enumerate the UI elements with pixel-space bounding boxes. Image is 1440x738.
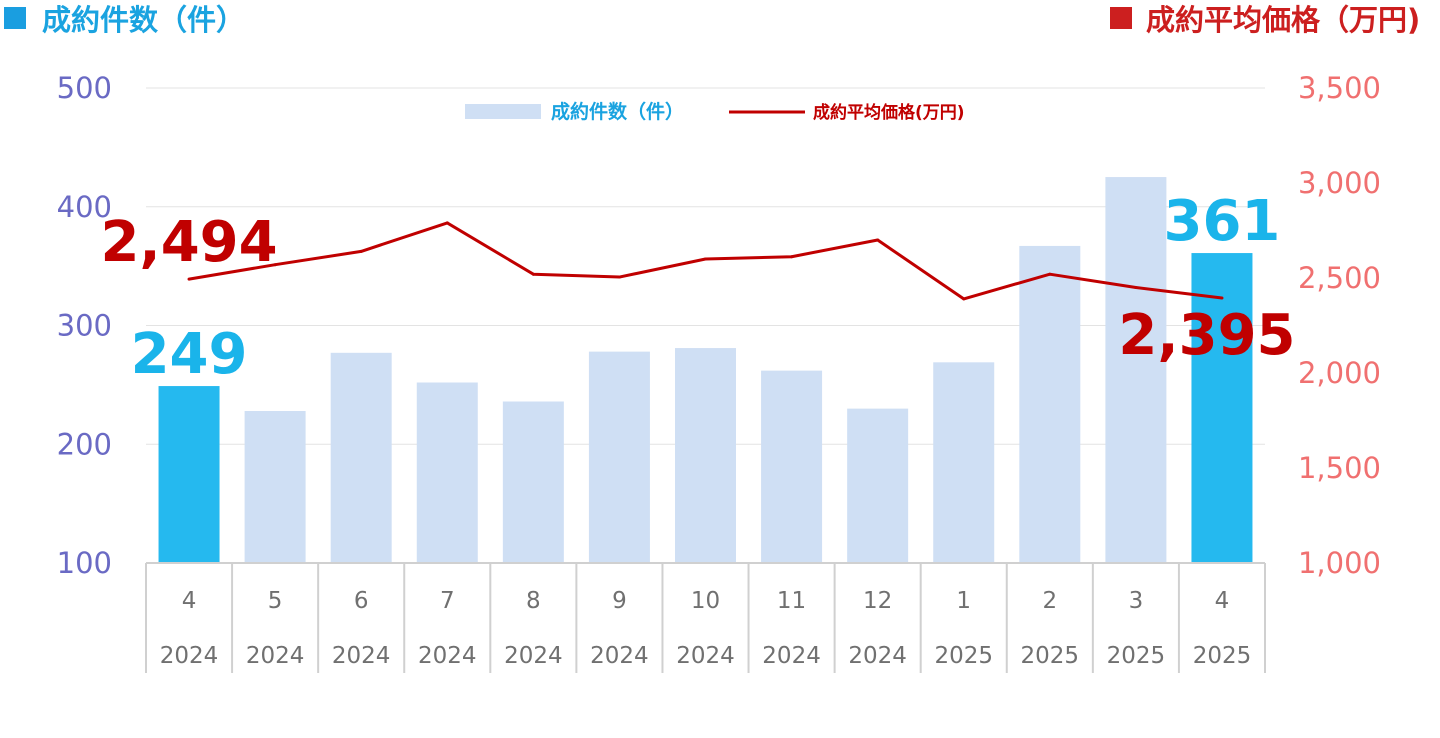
- x-tick-month: 6: [354, 588, 369, 614]
- x-tick-year: 2024: [246, 643, 305, 669]
- x-tick-month: 2: [1042, 588, 1057, 614]
- x-tick-month: 11: [777, 588, 806, 614]
- right-axis-ticks: 1,000 1,500 2,000 2,500 3,000 3,500: [1298, 71, 1381, 580]
- line-point: [359, 249, 363, 253]
- left-tick-label: 300: [57, 309, 112, 343]
- bar: [933, 362, 995, 563]
- bar-series: [158, 177, 1253, 563]
- callouts: 249 361 2,494 2,395: [100, 189, 1295, 387]
- line-point: [617, 275, 621, 279]
- right-tick-label: 1,500: [1298, 451, 1381, 485]
- left-tick-label: 400: [57, 190, 112, 224]
- x-tick-month: 4: [182, 588, 197, 614]
- line-point: [1048, 272, 1052, 276]
- bar: [588, 351, 650, 563]
- bar: [502, 401, 564, 563]
- x-tick-month: 3: [1129, 588, 1144, 614]
- right-tick-label: 1,000: [1298, 546, 1381, 580]
- x-tick-year: 2024: [332, 643, 391, 669]
- line-point: [531, 272, 535, 276]
- right-tick-label: 3,500: [1298, 71, 1381, 105]
- left-axis-title: 成約件数（件）: [42, 3, 245, 37]
- bar: [158, 386, 220, 563]
- x-tick-month: 12: [863, 588, 892, 614]
- right-tick-label: 2,000: [1298, 356, 1381, 390]
- line-point: [273, 263, 277, 267]
- left-tick-label: 500: [57, 71, 112, 105]
- left-tick-label: 200: [57, 427, 112, 461]
- x-tick-year: 2025: [1107, 643, 1166, 669]
- x-tick-year: 2024: [676, 643, 735, 669]
- x-tick-month: 10: [691, 588, 720, 614]
- x-tick-year: 2025: [1193, 643, 1252, 669]
- callout-label: 249: [131, 322, 248, 387]
- x-tick-year: 2024: [504, 643, 563, 669]
- legend-bar-swatch: [465, 104, 541, 119]
- x-tick-year: 2024: [848, 643, 907, 669]
- line-point: [962, 297, 966, 301]
- right-axis-title: 成約平均価格（万円): [1146, 3, 1420, 37]
- left-tick-label: 100: [57, 546, 112, 580]
- bar: [244, 411, 306, 563]
- x-tick-year: 2025: [934, 643, 993, 669]
- x-tick-month: 4: [1215, 588, 1230, 614]
- line-point: [790, 255, 794, 259]
- bar: [1019, 245, 1081, 563]
- bar: [847, 408, 909, 563]
- callout-label: 361: [1164, 189, 1281, 254]
- bar: [761, 370, 823, 563]
- line-point: [876, 238, 880, 242]
- right-tick-label: 2,500: [1298, 261, 1381, 295]
- left-axis-ticks: 100 200 300 400 500: [57, 71, 112, 580]
- callout-label: 2,395: [1118, 303, 1295, 368]
- bar: [330, 352, 392, 563]
- x-tick-year: 2024: [762, 643, 821, 669]
- bar: [1105, 177, 1167, 563]
- x-tick-month: 5: [268, 588, 283, 614]
- line-point: [445, 221, 449, 225]
- right-tick-label: 3,000: [1298, 166, 1381, 200]
- x-tick-month: 7: [440, 588, 455, 614]
- line-point: [1220, 296, 1224, 300]
- bar: [1191, 253, 1253, 563]
- x-tick-month: 8: [526, 588, 541, 614]
- line-point: [704, 257, 707, 261]
- legend: 成約件数（件） 成約平均価格(万円): [465, 100, 965, 123]
- x-tick-year: 2024: [160, 643, 219, 669]
- x-tick-year: 2024: [590, 643, 649, 669]
- bar: [675, 348, 736, 563]
- x-tick-month: 1: [956, 588, 971, 614]
- line-point: [1134, 286, 1138, 289]
- legend-bar-label: 成約件数（件）: [551, 100, 684, 123]
- line-series: [187, 221, 1224, 301]
- legend-line-label: 成約平均価格(万円): [813, 102, 965, 123]
- x-axis: 4 2024 5 2024 6 2024 7 2024 8 2024 9 2024 10 2024 11 20…: [145, 562, 1266, 673]
- line-point: [187, 277, 191, 281]
- x-tick-year: 2024: [418, 643, 477, 669]
- x-tick-year: 2025: [1021, 643, 1080, 669]
- x-tick-month: 9: [612, 588, 627, 614]
- callout-label: 2,494: [100, 210, 277, 275]
- left-title-square-icon: [4, 7, 26, 29]
- right-title-square-icon: [1110, 7, 1132, 29]
- bar: [416, 382, 478, 563]
